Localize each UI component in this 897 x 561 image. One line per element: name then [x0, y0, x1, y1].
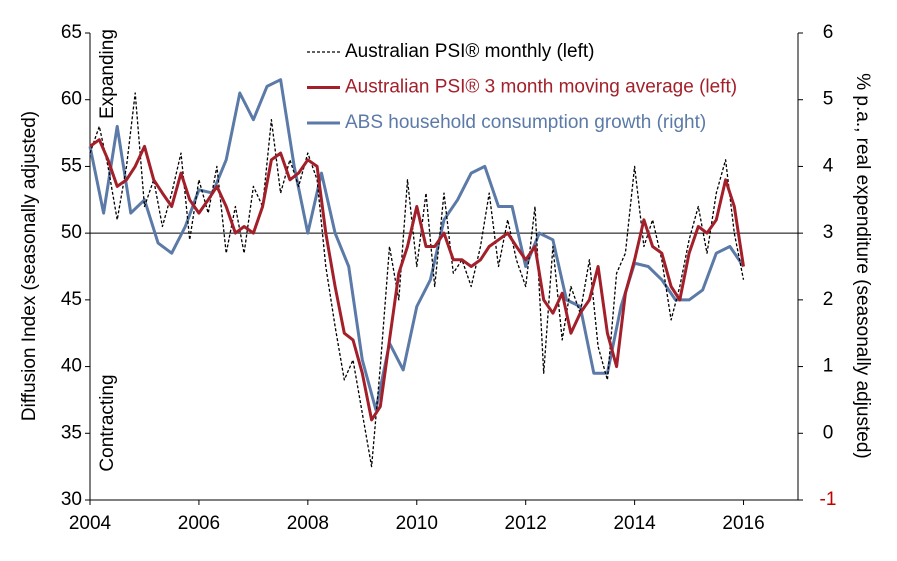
- legend-label: Australian PSI® monthly (left): [345, 41, 594, 62]
- annotation: Contracting: [97, 374, 118, 471]
- y2-tick-label: 2: [823, 289, 834, 310]
- y2-tick-label: 5: [823, 89, 834, 110]
- y2-tick-label: 4: [823, 155, 834, 176]
- y-tick-label: 45: [61, 289, 82, 310]
- y2-tick-label: -1: [820, 489, 837, 510]
- legend-label: Australian PSI® 3 month moving average (…: [345, 77, 737, 98]
- y2-tick-label: 0: [823, 422, 834, 443]
- x-tick-label: 2010: [396, 513, 438, 534]
- y2-tick-label: 3: [823, 222, 834, 243]
- y-tick-label: 40: [61, 356, 82, 377]
- y2-axis-label: % p.a., real expenditure (seasonally adj…: [852, 73, 873, 459]
- y2-tick-label: 1: [823, 356, 834, 377]
- x-tick-label: 2014: [613, 513, 656, 534]
- x-tick-label: 2012: [505, 513, 547, 534]
- legend-label: ABS household consumption growth (right): [345, 112, 706, 133]
- y-tick-label: 65: [61, 22, 82, 43]
- annotation: Expanding: [97, 29, 118, 119]
- y-tick-label: 60: [61, 89, 82, 110]
- y-tick-label: 30: [61, 489, 82, 510]
- x-tick-label: 2006: [178, 513, 220, 534]
- y-axis-label: Diffusion Index (seasonally adjusted): [19, 111, 40, 421]
- y2-tick-label: 6: [823, 22, 834, 43]
- y-tick-label: 35: [61, 422, 82, 443]
- x-tick-label: 2016: [722, 513, 764, 534]
- y-tick-label: 50: [61, 222, 82, 243]
- x-tick-label: 2004: [69, 513, 112, 534]
- y-tick-label: 55: [61, 155, 82, 176]
- x-tick-label: 2008: [287, 513, 329, 534]
- series-line: [89, 138, 745, 422]
- series-line: [89, 92, 745, 468]
